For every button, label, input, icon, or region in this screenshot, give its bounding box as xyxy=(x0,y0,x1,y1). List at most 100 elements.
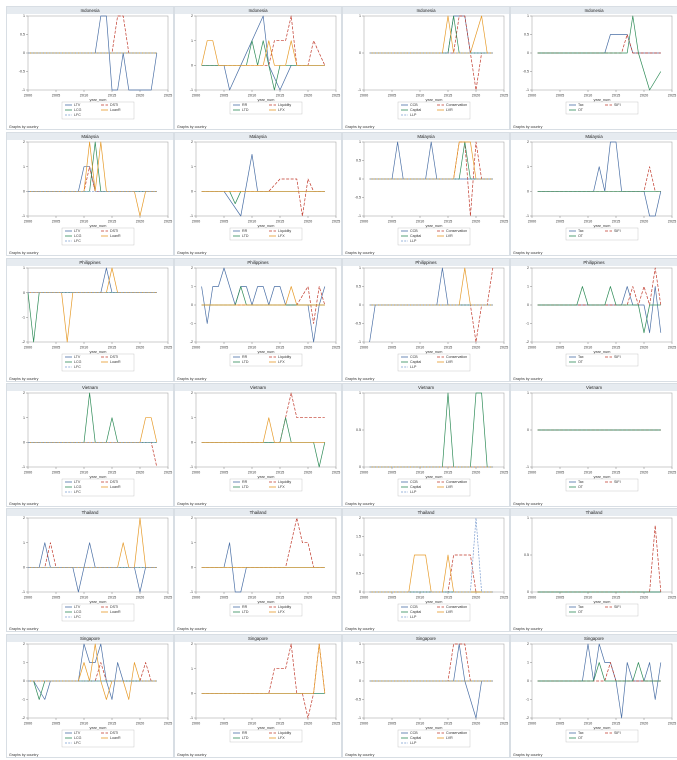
title-strip xyxy=(7,133,173,140)
y-tick-label: -2 xyxy=(190,340,193,344)
legend-label: LTV xyxy=(74,480,81,484)
panel-title: Singapore xyxy=(248,636,269,641)
x-tick-label: 2010 xyxy=(80,596,88,600)
chart-svg: Philippines -2 -1 0 1 2000 2005 2010 2015 2020 202… xyxy=(6,258,174,382)
legend-label: DSTI xyxy=(110,605,118,609)
x-tick-label: 2005 xyxy=(556,471,564,475)
x-tick-label: 2005 xyxy=(388,596,396,600)
y-tick-label: 1 xyxy=(359,391,361,395)
title-strip xyxy=(175,384,341,391)
title-strip xyxy=(175,7,341,14)
x-tick-label: 2005 xyxy=(556,346,564,350)
chart-svg: Thailand 0 0.5 1 1.5 2 2000 2005 2010 2015 2020 202… xyxy=(342,508,510,632)
x-tick-label: 2015 xyxy=(444,220,452,224)
panel-title: Thailand xyxy=(250,510,267,515)
y-tick-label: -1 xyxy=(358,340,361,344)
chart-panel: Indonesia -1 0 1 2000 2005 2010 2015 2020 2025 yea… xyxy=(342,6,510,130)
x-tick-label: 2000 xyxy=(528,471,536,475)
x-tick-label: 2010 xyxy=(584,596,592,600)
chart-panel: Singapore -2 -1 0 1 2 2000 2005 2010 2015 2020 2025… xyxy=(510,634,677,758)
legend-box xyxy=(397,729,471,748)
series-line-sifi xyxy=(537,662,661,682)
y-tick-label: 0 xyxy=(191,303,193,307)
x-tick-label: 2000 xyxy=(192,346,200,350)
legend-label: DSTI xyxy=(110,229,118,233)
legend-label: Conservation xyxy=(446,355,467,359)
x-axis-title: year_num xyxy=(90,98,107,102)
legend-label: OT xyxy=(578,485,584,489)
panel-title: Malaysia xyxy=(249,134,267,139)
legend-label: LCG xyxy=(74,234,82,238)
x-tick-label: 2010 xyxy=(80,94,88,98)
x-tick-label: 2010 xyxy=(416,722,424,726)
x-tick-label: 2000 xyxy=(192,94,200,98)
legend-label: Conservation xyxy=(446,480,467,484)
series-line-ltv xyxy=(28,15,158,91)
plot-area xyxy=(27,267,169,343)
legend-label: LLP xyxy=(410,490,417,494)
title-strip xyxy=(343,635,509,642)
legend-label: Tax xyxy=(578,103,584,107)
y-tick-label: -1 xyxy=(358,214,361,218)
legend-label: LTV xyxy=(74,229,81,233)
legend-label: LCG xyxy=(74,360,82,364)
x-tick-label: 2025 xyxy=(500,346,508,350)
chart-panel: Malaysia -1 0 1 2 2000 2005 2010 2015 2020 2025 yea… xyxy=(510,132,677,256)
title-strip xyxy=(175,635,341,642)
chart-panel: Philippines -2 -1 0 1 2 2000 2005 2010 2015 2020 20… xyxy=(174,258,342,382)
y-tick-label: 0 xyxy=(191,692,193,696)
legend-label: SIFI xyxy=(614,480,621,484)
x-tick-label: 2025 xyxy=(668,94,676,98)
series-line-lfx xyxy=(201,417,325,443)
x-tick-label: 2025 xyxy=(500,722,508,726)
x-tick-label: 2020 xyxy=(304,220,312,224)
x-axis-title: year_num xyxy=(426,98,443,102)
legend-label: LoanR xyxy=(110,108,121,112)
title-strip xyxy=(343,509,509,516)
footer-note: Graphs by country xyxy=(345,627,375,631)
legend-box xyxy=(61,729,135,748)
legend-label: LFX xyxy=(278,485,285,489)
legend-label: LTD xyxy=(242,360,249,364)
x-tick-label: 2020 xyxy=(640,94,648,98)
series-line-ltd xyxy=(201,40,325,91)
x-tick-label: 2025 xyxy=(164,471,172,475)
y-tick-label: -2 xyxy=(526,340,529,344)
legend-label: Capital xyxy=(410,485,421,489)
x-tick-label: 2025 xyxy=(500,220,508,224)
x-tick-label: 2000 xyxy=(24,220,32,224)
chart-panel: Vietnam -1 0 1 2 2000 2005 2010 2015 2020 2025 year… xyxy=(6,383,174,507)
legend-label: DSTI xyxy=(110,355,118,359)
legend-label: LVR xyxy=(446,360,453,364)
chart-svg: Malaysia -1 0 1 2 2000 2005 2010 2015 2020 2025 yea… xyxy=(174,132,342,256)
x-axis-title: year_num xyxy=(594,350,611,354)
y-tick-label: -0.5 xyxy=(355,322,361,326)
panel-title: Thailand xyxy=(82,510,99,515)
y-tick-label: 1 xyxy=(23,541,25,545)
legend-label: CCB xyxy=(410,731,418,735)
y-tick-label: 1 xyxy=(191,39,193,43)
y-tick-label: -1 xyxy=(526,214,529,218)
series-line-tax xyxy=(537,141,662,217)
x-tick-label: 2005 xyxy=(388,94,396,98)
chart-svg: Malaysia -1 0 1 2 2000 2005 2010 2015 2020 2025 yea… xyxy=(510,132,677,256)
x-tick-label: 2020 xyxy=(472,722,480,726)
chart-panel: Philippines -1 -0.5 0 0.5 1 2000 2005 2010 2015 20… xyxy=(342,258,510,382)
legend-label: LFX xyxy=(278,234,285,238)
x-tick-label: 2015 xyxy=(612,722,620,726)
x-tick-label: 2025 xyxy=(500,471,508,475)
y-tick-label: -1 xyxy=(22,590,25,594)
x-tick-label: 2025 xyxy=(164,220,172,224)
y-tick-label: -1 xyxy=(22,316,25,320)
panel-title: Indonesia xyxy=(584,8,604,13)
series-line-lfx xyxy=(201,643,326,694)
legend-label: LTD xyxy=(242,108,249,112)
x-tick-label: 2020 xyxy=(640,471,648,475)
y-tick-label: 0 xyxy=(359,51,361,55)
series-line-liquidity xyxy=(201,517,325,568)
legend-label: LFC xyxy=(74,490,81,494)
legend-label: OT xyxy=(578,736,584,740)
chart-panel: Singapore -2 -1 0 1 2 2000 2005 2010 2015 2020 2025… xyxy=(6,634,174,758)
legend-label: LLP xyxy=(410,113,417,117)
legend-box xyxy=(229,729,303,743)
